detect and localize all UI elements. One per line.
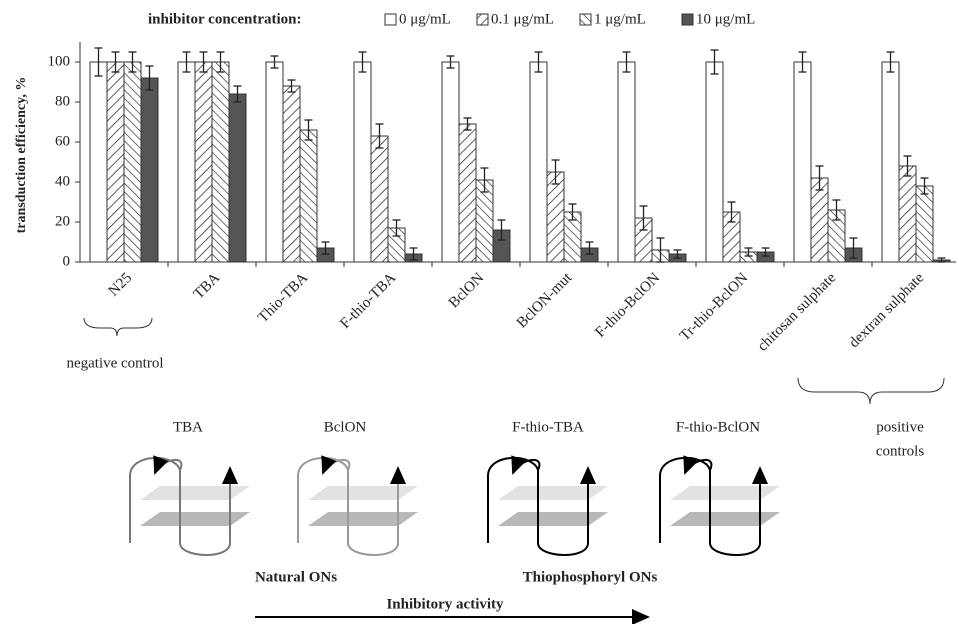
y-axis-label: transduction efficiency, %	[14, 77, 29, 234]
figure: 0 20 40 60 80 100 N25 TBA Thio-TBA F-thio-TBA BclO…	[0, 0, 959, 624]
bar	[899, 166, 916, 262]
group-label: Thiophosphoryl ONs	[523, 569, 658, 585]
bar	[354, 62, 371, 262]
structure	[298, 458, 418, 555]
annotation: controls	[876, 443, 924, 459]
x-tick-label: BclON-mut	[514, 269, 576, 331]
y-tick-label: 100	[48, 53, 71, 69]
y-tick-label: 60	[55, 133, 70, 149]
bar	[266, 62, 283, 262]
bar	[916, 186, 933, 262]
arrow-label: Inhibitory activity	[386, 596, 504, 612]
legend-swatch	[580, 14, 591, 25]
x-tick-label: TBA	[191, 270, 224, 303]
y-tick-label: 80	[55, 93, 70, 109]
legend-swatch	[682, 14, 693, 25]
bar	[178, 62, 195, 262]
bar	[442, 62, 459, 262]
bar	[90, 62, 107, 262]
legend-swatch	[477, 14, 488, 25]
legend-label: 1 μg/mL	[594, 11, 646, 27]
bar	[547, 172, 564, 262]
bracket	[798, 378, 944, 404]
legend-label: 0.1 μg/mL	[491, 11, 554, 27]
group-label: Natural ONs	[255, 569, 337, 585]
structure	[488, 458, 608, 555]
x-tick-label: chitosan sulphate	[755, 270, 840, 355]
x-tick-label: BclON	[446, 270, 487, 311]
bar	[371, 136, 388, 262]
structure-diagrams: TBA BclON F-thio-TBA F-thio-BclON	[130, 419, 780, 555]
structure-label: BclON	[324, 419, 367, 435]
y-tick-label: 0	[63, 253, 71, 269]
y-tick-label: 20	[55, 213, 70, 229]
bar	[141, 78, 158, 262]
annotation: negative control	[66, 355, 163, 371]
bar	[794, 62, 811, 262]
x-tick-label: F-thio-TBA	[337, 270, 399, 332]
bar	[107, 62, 124, 262]
legend: 0 μg/mL 0.1 μg/mL 1 μg/mL 10 μg/mL	[385, 11, 755, 27]
structure	[660, 458, 780, 555]
bar	[212, 62, 229, 262]
bar	[882, 62, 899, 262]
bar	[706, 62, 723, 262]
bar	[530, 62, 547, 262]
structure-label: TBA	[173, 419, 203, 435]
y-tick-label: 40	[55, 173, 70, 189]
legend-title: inhibitor concentration:	[148, 11, 301, 27]
bracket	[84, 318, 152, 336]
legend-label: 0 μg/mL	[399, 11, 451, 27]
annotation: positive	[876, 419, 924, 435]
x-tick-label: dextran sulphate	[846, 270, 927, 351]
plot: 0 20 40 60 80 100 N25 TBA Thio-TBA F-thio-TBA BclO…	[48, 42, 959, 355]
structure-label: F-thio-BclON	[676, 419, 760, 435]
bar	[618, 62, 635, 262]
legend-swatch	[385, 14, 396, 25]
bar	[300, 130, 317, 262]
x-tick-label: Tr-thio-BclON	[677, 270, 751, 344]
bar	[124, 62, 141, 262]
bar	[459, 124, 476, 262]
x-tick-label: Thio-TBA	[255, 270, 311, 326]
structure-label: F-thio-TBA	[512, 419, 584, 435]
bar	[229, 94, 246, 262]
x-tick-label: F-thio-BclON	[592, 270, 663, 341]
bar	[195, 62, 212, 262]
bar	[283, 86, 300, 262]
structure	[130, 458, 250, 555]
x-tick-label: N25	[106, 270, 136, 300]
legend-label: 10 μg/mL	[696, 11, 755, 27]
